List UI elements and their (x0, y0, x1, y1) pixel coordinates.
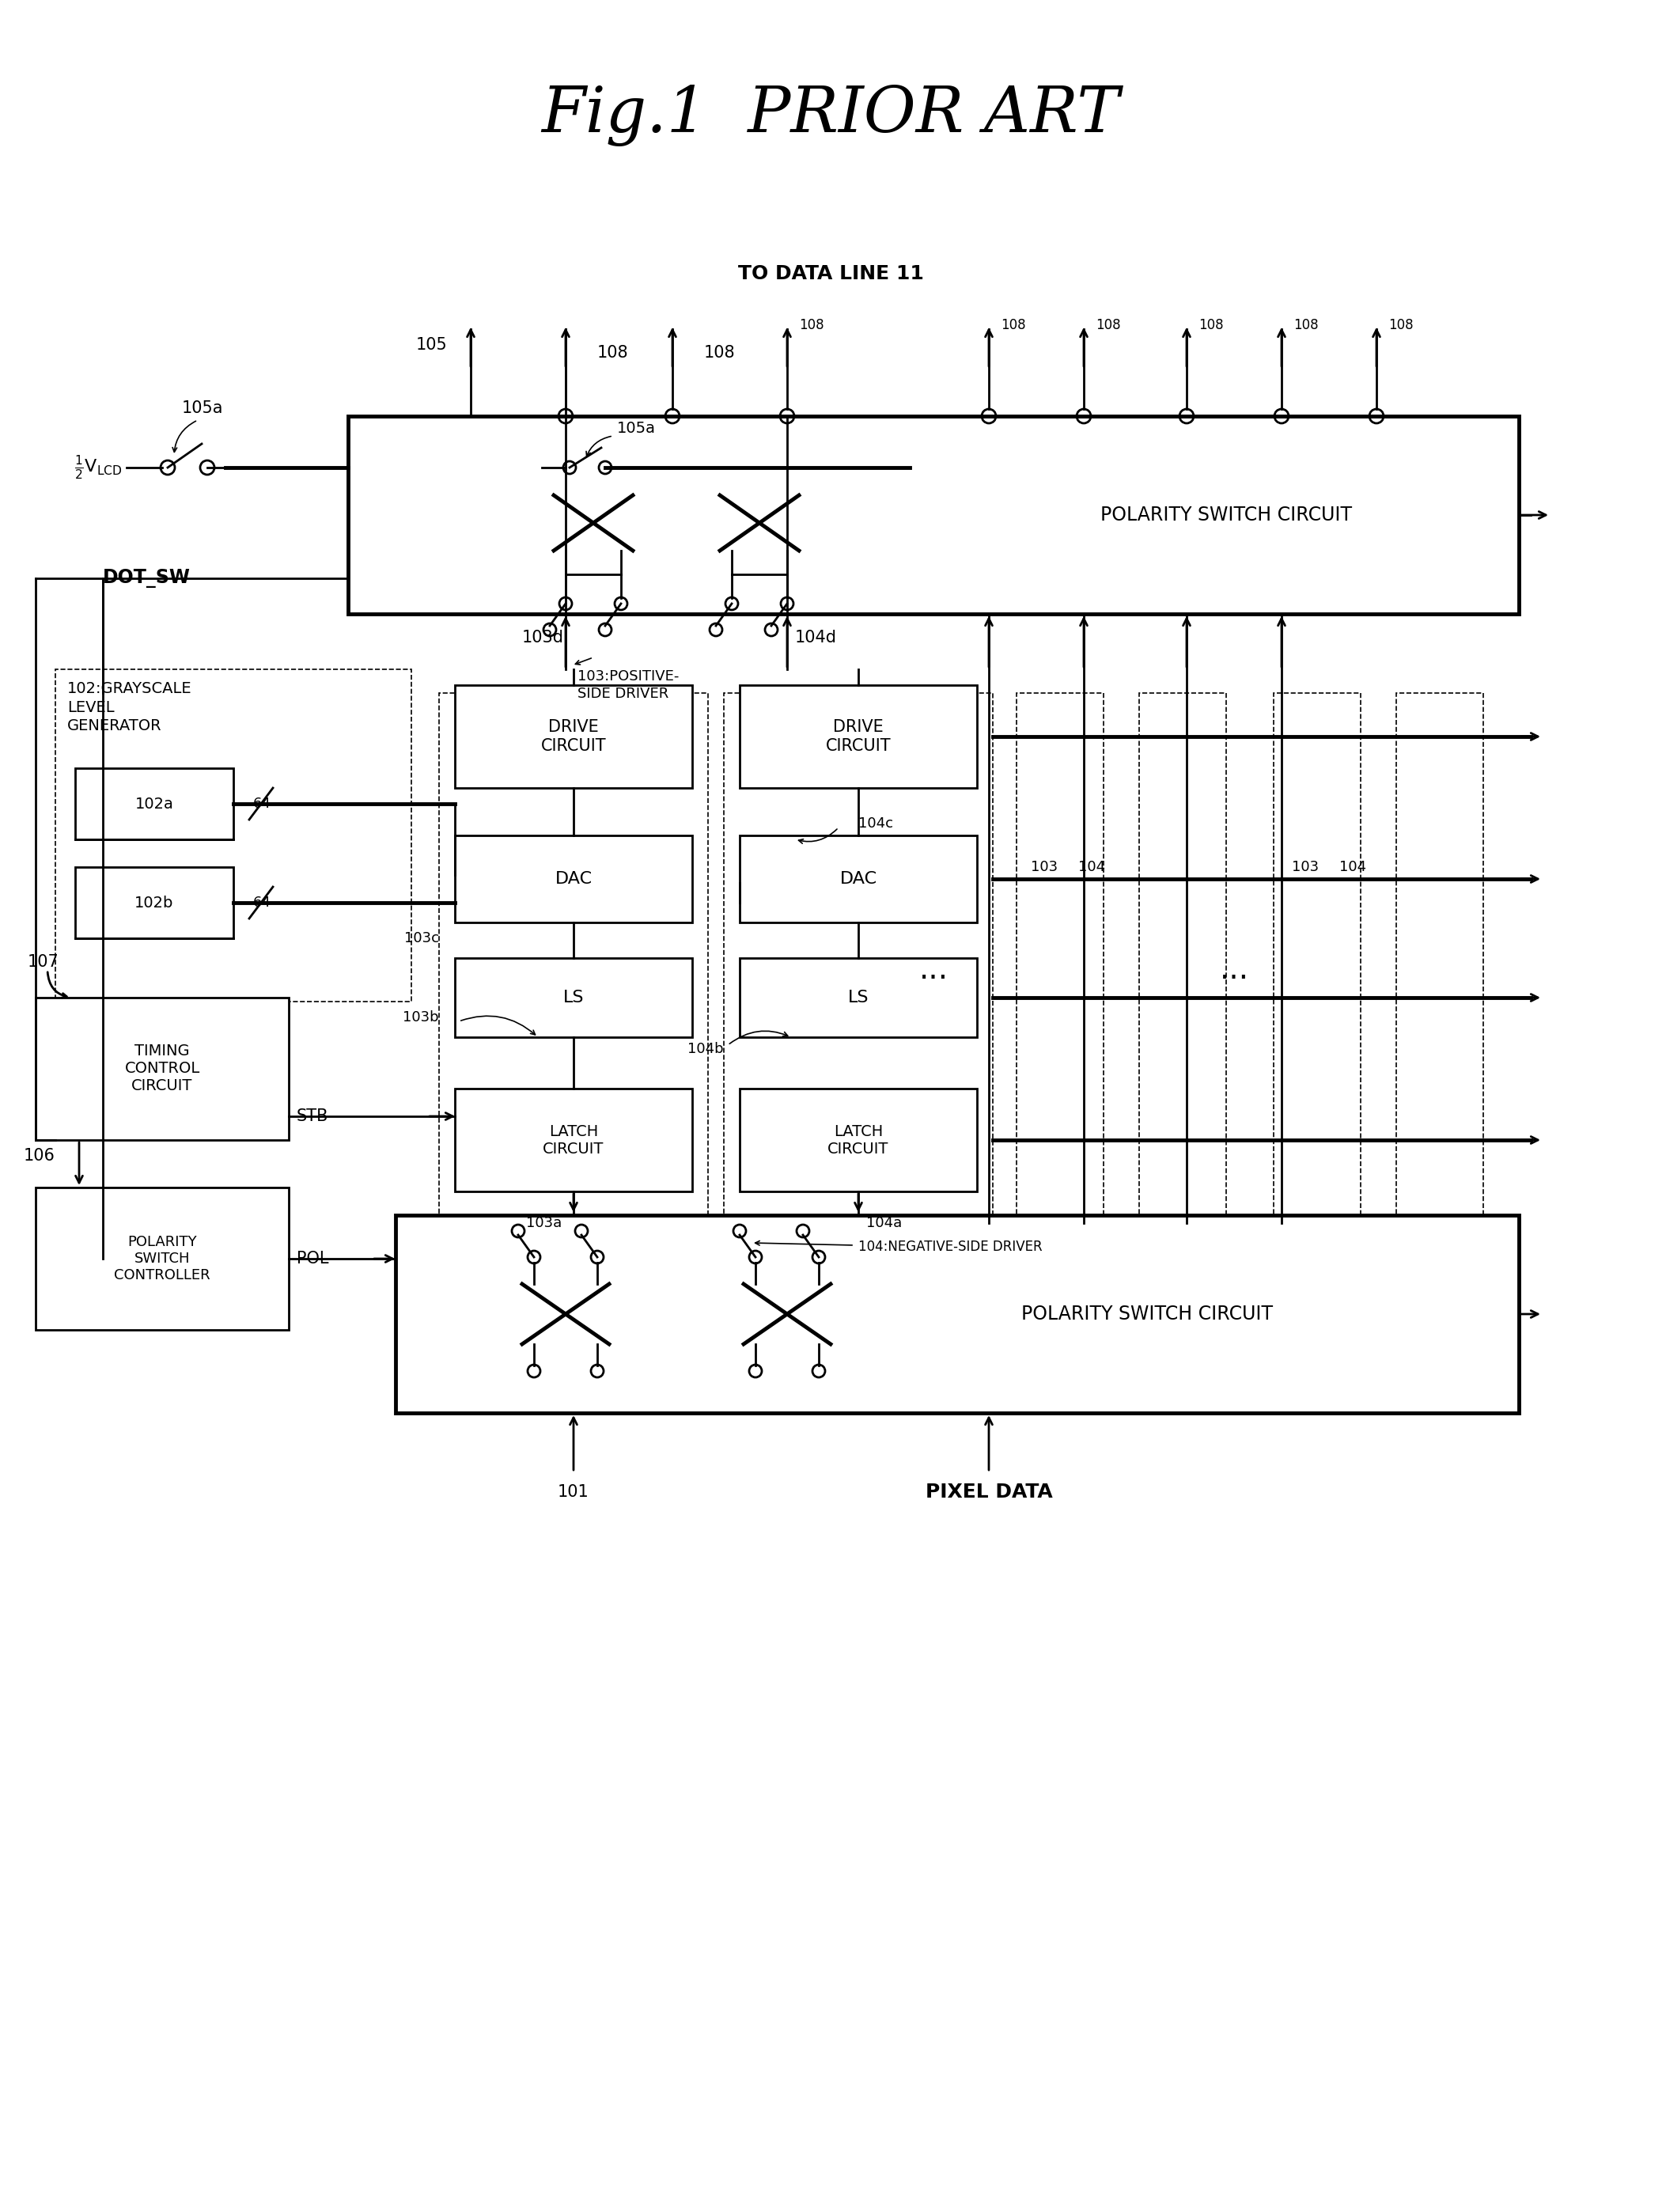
Bar (440, 692, 708, 1248)
Text: 64: 64 (253, 896, 272, 909)
Bar (348, 416, 1519, 615)
Text: 108: 108 (705, 345, 735, 361)
Bar (740, 686, 976, 787)
Text: 108: 108 (800, 319, 825, 332)
Text: ...: ... (1220, 956, 1250, 984)
Bar (455, 958, 691, 1037)
Text: 102b: 102b (135, 896, 173, 909)
Text: 106: 106 (23, 1148, 55, 1164)
Text: 103d: 103d (521, 630, 565, 646)
Text: 102a: 102a (135, 796, 173, 812)
Bar (740, 1088, 976, 1192)
Text: 108: 108 (1001, 319, 1026, 332)
Text: LATCH
CIRCUIT: LATCH CIRCUIT (828, 1124, 890, 1157)
Text: DAC: DAC (840, 872, 876, 887)
Text: PIXEL DATA: PIXEL DATA (925, 1482, 1053, 1502)
Text: Fig.1  PRIOR ART: Fig.1 PRIOR ART (541, 84, 1120, 146)
Text: 64: 64 (253, 796, 272, 812)
Text: 107: 107 (28, 953, 58, 969)
Bar (75, 867, 233, 938)
Bar (455, 836, 691, 922)
Bar (455, 1088, 691, 1192)
Text: 108: 108 (596, 345, 628, 361)
Text: 104:NEGATIVE-SIDE DRIVER: 104:NEGATIVE-SIDE DRIVER (858, 1239, 1043, 1254)
Text: 103b: 103b (403, 1011, 440, 1024)
Bar (1396, 692, 1483, 1248)
Bar (1016, 692, 1103, 1248)
Text: 102:GRAYSCALE
LEVEL
GENERATOR: 102:GRAYSCALE LEVEL GENERATOR (67, 681, 192, 734)
Bar (55, 670, 412, 1002)
Text: LS: LS (848, 989, 868, 1006)
Text: 105: 105 (415, 336, 446, 354)
Text: 103:POSITIVE-
SIDE DRIVER: 103:POSITIVE- SIDE DRIVER (578, 670, 680, 701)
Text: 103: 103 (1291, 860, 1319, 874)
Text: TIMING
CONTROL
CIRCUIT: TIMING CONTROL CIRCUIT (125, 1044, 200, 1093)
Text: 103: 103 (1031, 860, 1058, 874)
Bar (1140, 692, 1226, 1248)
Bar (1273, 692, 1361, 1248)
Text: 108: 108 (1293, 319, 1318, 332)
Text: DRIVE
CIRCUIT: DRIVE CIRCUIT (826, 719, 891, 754)
Text: 104a: 104a (866, 1217, 901, 1230)
Text: POLARITY SWITCH CIRCUIT: POLARITY SWITCH CIRCUIT (1100, 507, 1353, 524)
Text: 104: 104 (1078, 860, 1105, 874)
Bar (740, 958, 976, 1037)
Text: 104c: 104c (858, 816, 893, 832)
Text: DRIVE
CIRCUIT: DRIVE CIRCUIT (541, 719, 606, 754)
Text: LATCH
CIRCUIT: LATCH CIRCUIT (543, 1124, 605, 1157)
Text: POL: POL (297, 1250, 328, 1267)
Text: STB: STB (297, 1108, 328, 1124)
Bar (455, 686, 691, 787)
Text: DOT_SW: DOT_SW (103, 568, 190, 588)
Bar (35, 998, 288, 1139)
Bar (75, 768, 233, 838)
Text: ...: ... (918, 956, 948, 984)
Bar (395, 1214, 1519, 1413)
Text: TO DATA LINE 11: TO DATA LINE 11 (738, 263, 923, 283)
Text: DAC: DAC (555, 872, 591, 887)
Text: 101: 101 (558, 1484, 590, 1500)
Text: 105a: 105a (182, 400, 223, 416)
Text: 104b: 104b (688, 1042, 723, 1055)
Text: 103a: 103a (526, 1217, 561, 1230)
Text: LS: LS (563, 989, 585, 1006)
Text: 103c: 103c (405, 931, 440, 945)
Text: POLARITY
SWITCH
CONTROLLER: POLARITY SWITCH CONTROLLER (113, 1234, 210, 1283)
Bar (723, 692, 993, 1248)
Text: 104: 104 (1339, 860, 1366, 874)
Text: 108: 108 (1198, 319, 1223, 332)
Text: 108: 108 (1388, 319, 1413, 332)
Text: 105a: 105a (616, 420, 656, 436)
Text: 108: 108 (1096, 319, 1121, 332)
Bar (740, 836, 976, 922)
Text: $\frac{1}{2}$V$_{\rm LCD}$: $\frac{1}{2}$V$_{\rm LCD}$ (75, 453, 123, 482)
Text: POLARITY SWITCH CIRCUIT: POLARITY SWITCH CIRCUIT (1021, 1305, 1273, 1323)
Text: 104d: 104d (795, 630, 836, 646)
Bar (35, 1188, 288, 1329)
